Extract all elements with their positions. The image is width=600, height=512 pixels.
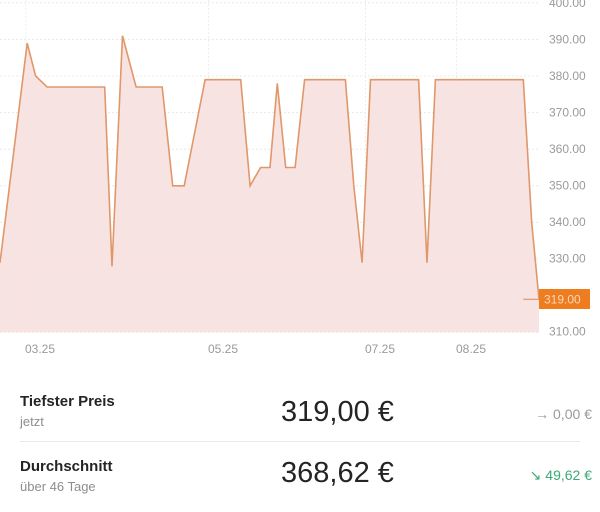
svg-text:360.00: 360.00 (549, 142, 586, 156)
svg-text:07.25: 07.25 (365, 342, 395, 356)
svg-text:350.00: 350.00 (549, 179, 586, 193)
svg-text:340.00: 340.00 (549, 215, 586, 229)
svg-text:370.00: 370.00 (549, 106, 586, 120)
svg-text:08.25: 08.25 (456, 342, 486, 356)
svg-text:319.00: 319.00 (544, 293, 581, 307)
svg-text:03.25: 03.25 (25, 342, 55, 356)
svg-text:400.00: 400.00 (549, 0, 586, 10)
svg-text:310.00: 310.00 (549, 325, 586, 339)
svg-text:390.00: 390.00 (549, 33, 586, 47)
svg-text:380.00: 380.00 (549, 69, 586, 83)
svg-text:330.00: 330.00 (549, 252, 586, 266)
svg-text:05.25: 05.25 (208, 342, 238, 356)
